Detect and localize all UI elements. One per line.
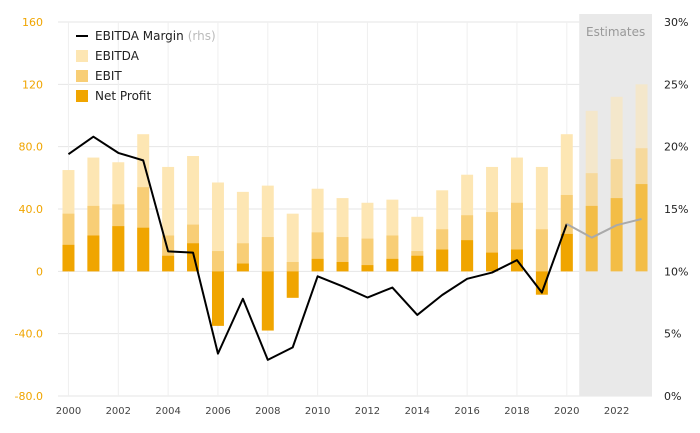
y-left-tick-label: 40.0 — [19, 203, 44, 216]
ebitda-bar — [336, 198, 349, 272]
ebitda-bar — [361, 202, 374, 272]
ebitda-bar — [187, 156, 200, 272]
net-profit-bar — [610, 198, 623, 272]
y-left-tick-label: 0 — [36, 265, 43, 278]
x-tick-label: 2022 — [604, 406, 629, 417]
x-tick-label: 2010 — [305, 406, 330, 417]
ebit-bar — [560, 194, 573, 272]
ebit-bar — [162, 235, 175, 272]
x-tick-label: 2014 — [405, 406, 430, 417]
ebitda-bar — [261, 185, 274, 272]
x-axis: 2000 2002 2004 2006 2008 2010 2012 2014 2016 2018… — [56, 406, 630, 417]
legend-swatch — [76, 70, 88, 82]
ebit-bar — [486, 212, 499, 272]
y-right-tick-label: 15% — [664, 203, 688, 216]
ebit-bar — [311, 232, 324, 272]
x-tick-label: 2000 — [56, 406, 81, 417]
ebit-bar — [336, 237, 349, 272]
ebitda-bar — [311, 188, 324, 272]
legend-label-suffix: (rhs) — [188, 29, 216, 43]
y-left-tick-label: 120 — [22, 78, 43, 91]
x-tick-label: 2020 — [554, 406, 579, 417]
net-profit-bar — [286, 271, 299, 298]
ebit-bar — [386, 235, 399, 272]
ebit-bar — [211, 251, 224, 272]
net-profit-bar — [635, 184, 648, 272]
ebit-bar — [535, 229, 548, 272]
y-left-tick-label: -40.0 — [15, 328, 43, 341]
ebit-bar — [261, 237, 274, 272]
x-tick-label: 2012 — [355, 406, 380, 417]
legend-label: Net Profit — [95, 89, 151, 103]
legend: EBITDA Margin (rhs) EBITDA EBIT Net Profit — [76, 29, 216, 103]
x-tick-label: 2002 — [106, 406, 131, 417]
x-tick-label: 2018 — [504, 406, 529, 417]
ebit-bar — [510, 202, 523, 272]
ebitda-margin-line — [67, 135, 568, 361]
net-profit-bar — [62, 244, 75, 272]
y-right-tick-label: 0% — [664, 390, 681, 403]
net-profit-bar — [436, 249, 449, 272]
net-profit-bar — [112, 226, 125, 272]
legend-swatch — [76, 90, 88, 102]
net-profit-bar — [137, 227, 150, 272]
legend-label: EBITDA — [95, 49, 140, 63]
net-profit-bar — [411, 255, 424, 272]
net-profit-bar — [336, 261, 349, 272]
net-profit-bar — [461, 240, 474, 272]
y-left-tick-label: -80.0 — [15, 390, 43, 403]
legend-label: EBIT — [95, 69, 122, 83]
net-profit-bar — [187, 243, 200, 272]
y-left-tick-label: 160 — [22, 16, 43, 29]
net-profit-bar — [162, 255, 175, 272]
y-right-tick-label: 30% — [664, 16, 688, 29]
y-right-tick-label: 25% — [664, 78, 688, 91]
net-profit-bar — [486, 252, 499, 272]
legend-swatch — [76, 50, 88, 62]
ebitda-bar — [386, 199, 399, 272]
x-tick-label: 2008 — [255, 406, 280, 417]
net-profit-bar — [311, 258, 324, 272]
estimates-label: Estimates — [586, 25, 645, 39]
net-profit-bar — [87, 235, 100, 272]
ebitda-margin-line-group — [67, 135, 642, 361]
ebit-bar — [286, 261, 299, 272]
ebitda-margin-line-estimate — [566, 218, 642, 239]
net-profit-bar — [560, 233, 573, 272]
net-profit-bar — [261, 271, 274, 331]
y-right-tick-label: 10% — [664, 265, 688, 278]
bars — [62, 84, 648, 331]
net-profit-bar — [236, 263, 249, 272]
ebitda-bar — [162, 166, 175, 272]
net-profit-bar — [361, 265, 374, 272]
y-left-tick-label: 80.0 — [19, 141, 44, 154]
y-axis-right: 30% 25% 20% 15% 10% 5% 0% — [664, 16, 688, 403]
ebit-bar — [62, 213, 75, 272]
ebitda-bar — [236, 191, 249, 272]
y-right-tick-label: 20% — [664, 141, 688, 154]
x-tick-label: 2004 — [155, 406, 180, 417]
x-tick-label: 2006 — [205, 406, 230, 417]
ebit-bar — [236, 243, 249, 272]
net-profit-bar — [386, 258, 399, 272]
ebitda-bar — [535, 166, 548, 272]
y-axis-left: 160 120 80.0 40.0 0 -40.0 -80.0 — [15, 16, 43, 403]
ebit-bar — [361, 238, 374, 272]
y-right-tick-label: 5% — [664, 328, 681, 341]
ebitda-bar — [411, 216, 424, 272]
legend-label: EBITDA Margin (rhs) — [95, 29, 216, 43]
net-profit-bar — [535, 271, 548, 295]
ebitda-bar — [211, 182, 224, 272]
net-profit-bar — [211, 271, 224, 326]
x-tick-label: 2016 — [454, 406, 479, 417]
ebitda-bar — [286, 213, 299, 272]
